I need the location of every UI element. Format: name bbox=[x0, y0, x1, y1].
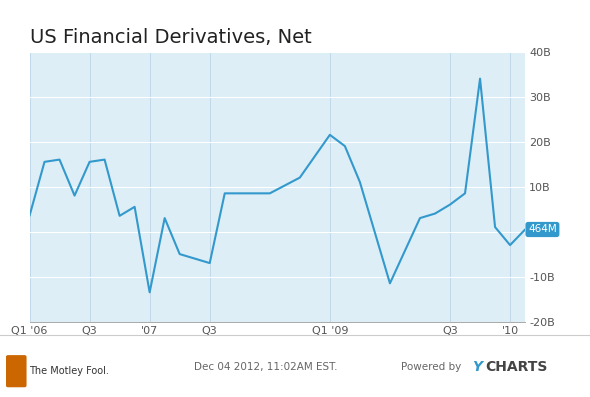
Text: 464M: 464M bbox=[528, 224, 557, 235]
Text: CHARTS: CHARTS bbox=[485, 360, 548, 374]
Text: The Motley Fool.: The Motley Fool. bbox=[28, 366, 109, 376]
Text: Powered by: Powered by bbox=[401, 362, 465, 372]
Text: US Financial Derivatives, Net: US Financial Derivatives, Net bbox=[30, 28, 312, 47]
Text: Dec 04 2012, 11:02AM EST.: Dec 04 2012, 11:02AM EST. bbox=[194, 362, 337, 372]
Text: Y: Y bbox=[472, 360, 482, 374]
FancyBboxPatch shape bbox=[6, 355, 27, 387]
